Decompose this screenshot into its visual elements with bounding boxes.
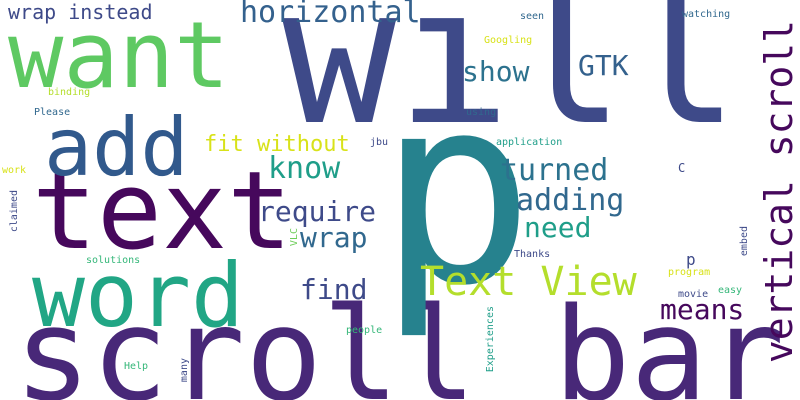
word-application: application: [496, 138, 562, 148]
word-find: find: [300, 276, 367, 304]
word-googling: Googling: [484, 36, 532, 46]
word-help: Help: [124, 362, 148, 372]
word-show: show: [462, 58, 529, 86]
word-seen: seen: [520, 12, 544, 22]
word-turned: turned: [500, 156, 608, 186]
word-program: program: [668, 268, 710, 278]
word-thanks: Thanks: [514, 250, 550, 260]
word-need: need: [524, 214, 591, 242]
word-text-view: Text View: [420, 262, 637, 302]
word-jbu: jbu: [370, 138, 388, 148]
word-many: many: [180, 358, 190, 382]
word-claimed: claimed: [10, 190, 20, 232]
word-using: using: [466, 108, 496, 118]
word-vertical-scroll: vertical scroll: [760, 20, 798, 363]
word-horizontal: horizontal: [240, 0, 421, 28]
word-gtk: GTK: [578, 52, 629, 80]
word-add: add: [44, 108, 189, 188]
word-people: people: [346, 326, 382, 336]
word-solutions: solutions: [86, 256, 140, 266]
word-embed: embed: [740, 226, 750, 256]
word-wrap-instead: wrap instead: [8, 2, 153, 22]
word-easy: easy: [718, 286, 742, 296]
word-experiences: Experiences: [486, 306, 496, 372]
word-p-small: p: [686, 252, 696, 268]
word-work: work: [2, 166, 26, 176]
word-vlc: VLC: [290, 228, 300, 246]
word-please: Please: [34, 108, 70, 118]
word-means: means: [660, 296, 744, 324]
word-wrap: wrap: [300, 224, 367, 252]
word-c: C: [678, 162, 685, 174]
word-binding: binding: [48, 88, 90, 98]
word-know: know: [268, 154, 340, 184]
word-movie: movie: [678, 290, 708, 300]
word-watching: watching: [682, 10, 730, 20]
